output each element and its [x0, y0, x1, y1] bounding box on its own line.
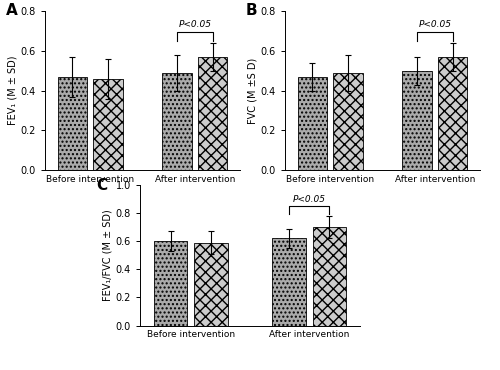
- Y-axis label: FVC (M ±S D): FVC (M ±S D): [248, 57, 258, 124]
- Bar: [198, 57, 228, 170]
- Y-axis label: FEV₁ (M ± SD): FEV₁ (M ± SD): [8, 56, 18, 125]
- Text: C: C: [96, 178, 107, 193]
- Bar: [194, 243, 228, 326]
- Bar: [93, 79, 122, 170]
- Bar: [272, 238, 306, 326]
- Text: P<0.05: P<0.05: [292, 195, 326, 204]
- Bar: [333, 73, 362, 170]
- Text: P<0.05: P<0.05: [418, 20, 452, 29]
- Bar: [312, 227, 346, 326]
- Bar: [298, 77, 327, 170]
- Bar: [154, 241, 188, 326]
- Y-axis label: FEV₁/FVC (M ± SD): FEV₁/FVC (M ± SD): [103, 209, 113, 301]
- Bar: [438, 57, 468, 170]
- Text: B: B: [246, 3, 258, 18]
- Bar: [402, 71, 432, 170]
- Bar: [162, 73, 192, 170]
- Text: P<0.05: P<0.05: [178, 20, 212, 29]
- Text: A: A: [6, 3, 18, 18]
- Bar: [58, 77, 87, 170]
